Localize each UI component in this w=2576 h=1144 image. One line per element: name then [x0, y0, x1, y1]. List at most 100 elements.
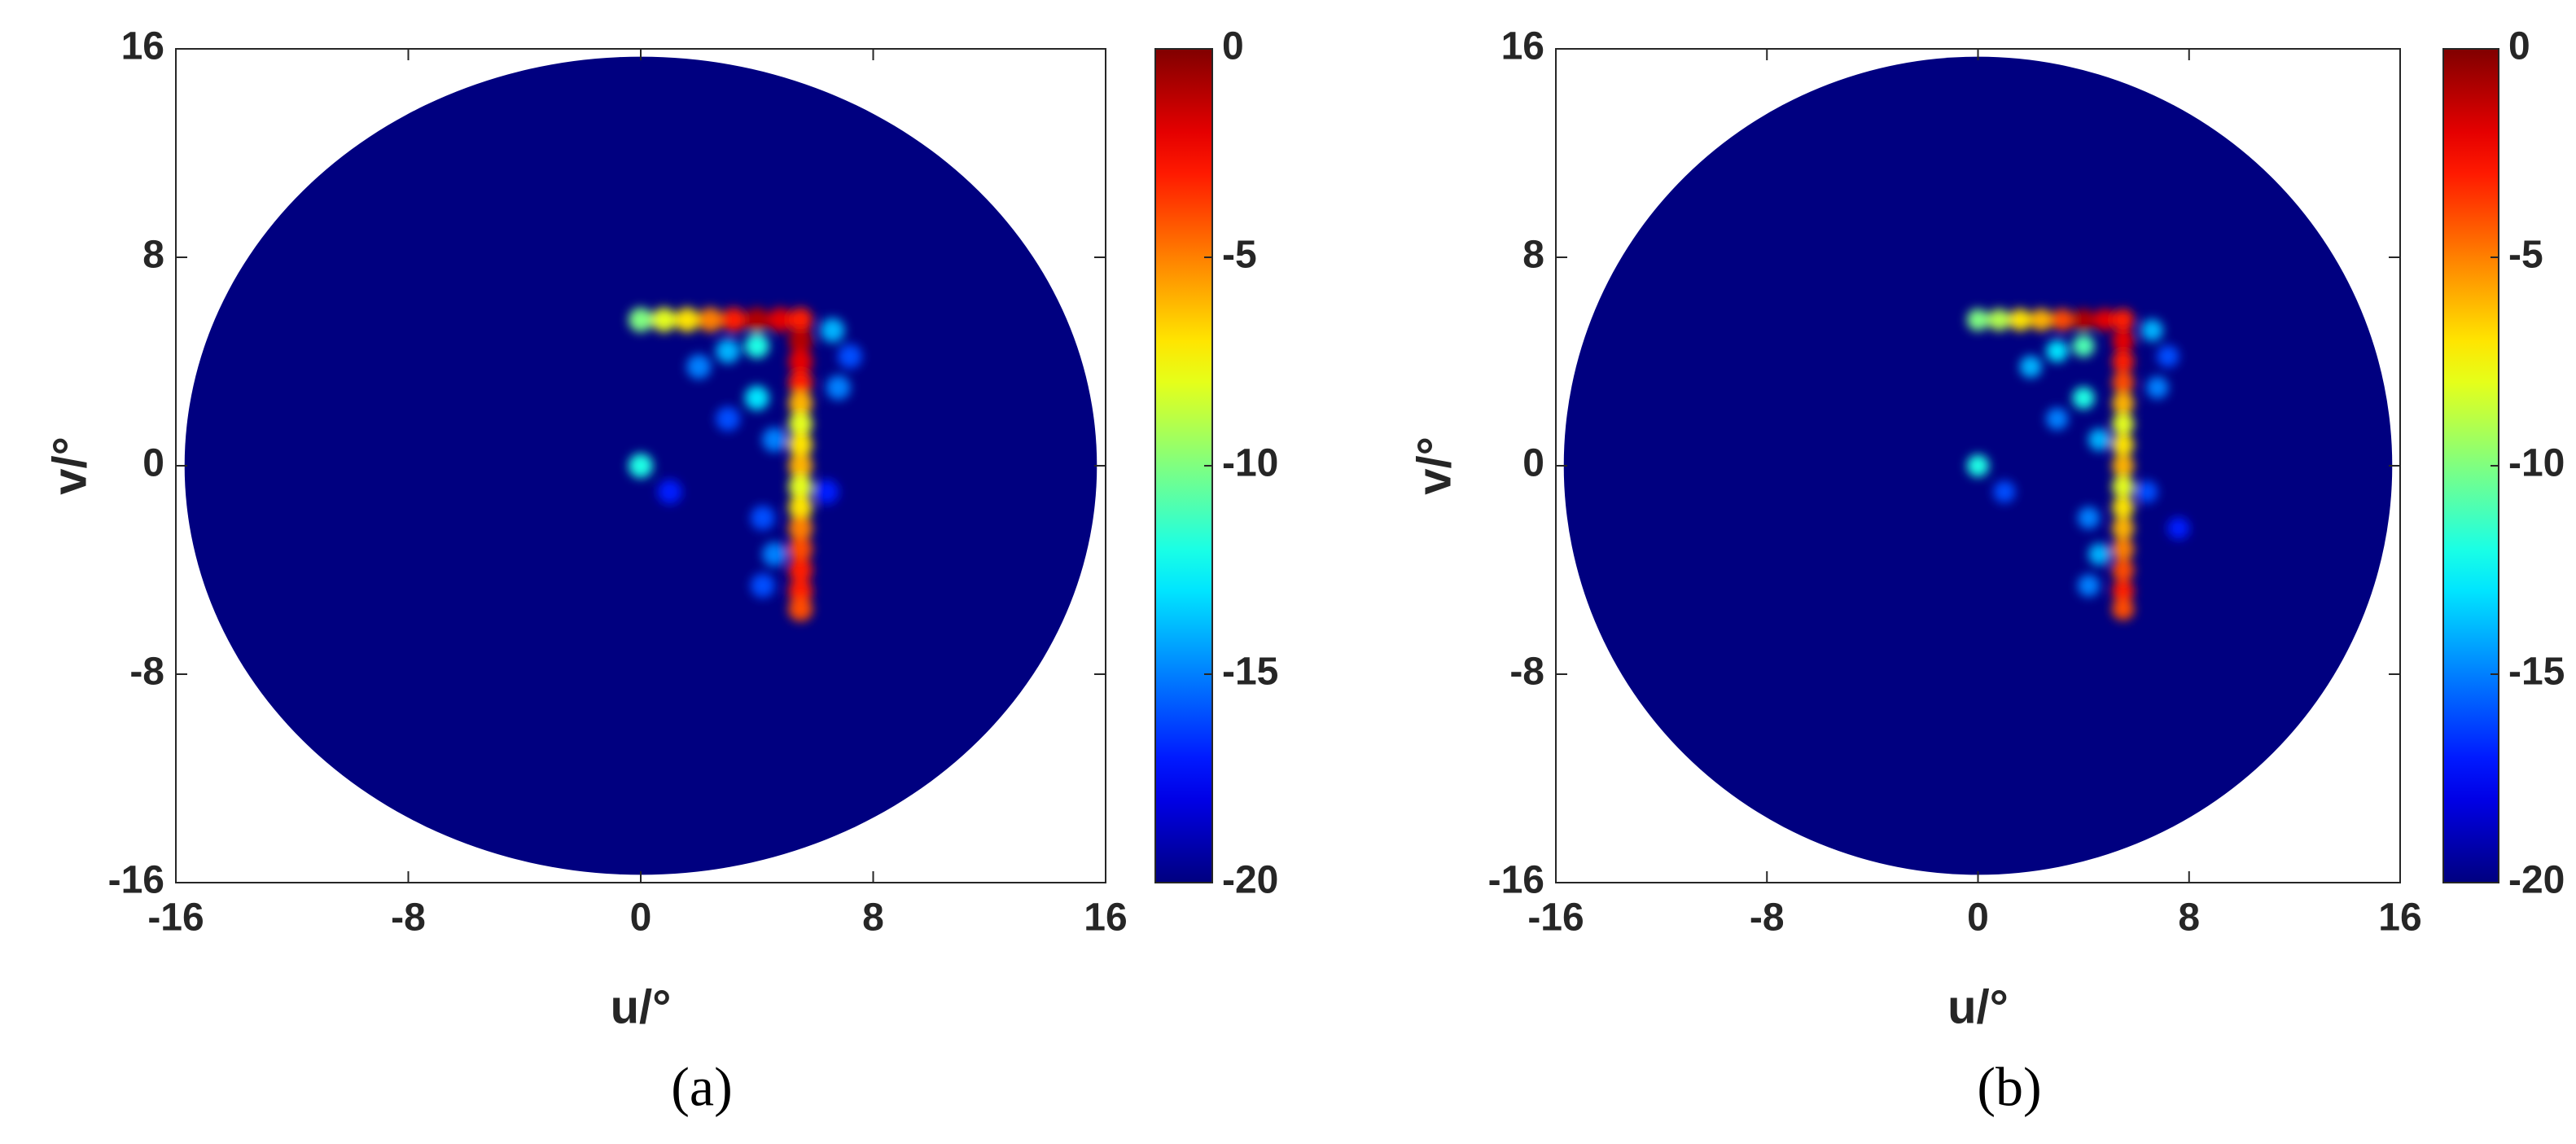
heat-cell [629, 307, 653, 332]
heat-cell [2072, 309, 2095, 331]
y-axis-label: v/° [1408, 436, 1461, 495]
colorbar-tick-label: 0 [2508, 25, 2530, 68]
colorbar-tick-label: -20 [1222, 859, 1278, 902]
heat-cell [2112, 517, 2135, 540]
caption: (a) [671, 1056, 732, 1118]
x-tick-label: -8 [391, 896, 426, 940]
heat-cell [744, 385, 769, 410]
heat-cell [762, 427, 787, 452]
heat-cell [744, 307, 769, 332]
x-tick-label: 0 [630, 896, 652, 940]
heat-cell [2030, 309, 2052, 331]
x-tick-label: -16 [147, 896, 204, 940]
heat-cell [788, 474, 813, 499]
x-tick-label: -8 [1750, 896, 1785, 940]
caption: (b) [1977, 1056, 2041, 1118]
heat-cell [2112, 309, 2135, 331]
y-axis-label: v/° [43, 436, 96, 495]
colorbar [1154, 48, 1213, 883]
heat-cell [2093, 309, 2116, 331]
y-tick-label: 0 [142, 442, 164, 485]
y-tick-label: -16 [1488, 859, 1544, 902]
x-tick-label: 0 [1967, 896, 1989, 940]
heat-cell [788, 349, 813, 374]
heat-cell [788, 515, 813, 541]
x-tick-label: 16 [2378, 896, 2421, 940]
colorbar-tick-label: -5 [1222, 234, 1257, 277]
heat-cell [2112, 433, 2135, 457]
heat-cell [2112, 537, 2135, 561]
y-tick-label: 16 [121, 25, 164, 68]
heat-cell [2112, 496, 2135, 519]
heat-cell [2077, 506, 2101, 529]
heat-cell [2088, 543, 2111, 566]
heat-cell [788, 537, 813, 562]
x-axis-label: u/° [1947, 980, 2009, 1033]
heat-cell [2112, 454, 2135, 477]
heat-cell [2112, 329, 2135, 353]
heat-cell [788, 391, 813, 416]
heat-cell [788, 411, 813, 436]
heat-cell [2112, 475, 2135, 498]
heat-cell [768, 307, 793, 332]
heat-cell [2046, 340, 2069, 362]
heat-cell [820, 318, 845, 343]
heat-cell [2157, 344, 2180, 368]
heat-cell [788, 328, 813, 353]
heat-cell [788, 578, 813, 603]
heat-cell [788, 495, 813, 520]
heat-cell [2112, 579, 2135, 603]
heat-cell [2112, 350, 2135, 373]
heat-cell [698, 307, 723, 332]
heat-cell [2088, 428, 2111, 451]
colorbar-tick-label: -20 [2508, 859, 2565, 902]
heat-cell [2072, 335, 2095, 357]
colorbar-tick-label: -5 [2508, 234, 2543, 277]
heat-cell [788, 597, 813, 621]
heat-cell [2112, 370, 2135, 394]
heat-cell [2009, 309, 2031, 331]
heat-cell [2112, 598, 2135, 620]
heat-cell [788, 370, 813, 395]
heat-cell [629, 454, 653, 478]
x-tick-label: 16 [1084, 896, 1127, 940]
heat-cell [750, 506, 775, 530]
heat-cell [657, 480, 682, 504]
heat-layer [629, 307, 862, 621]
colorbar-tick-label: -10 [2508, 442, 2565, 485]
heat-cell [788, 307, 813, 332]
heat-cell [788, 558, 813, 582]
heat-cell [686, 354, 712, 379]
heat-cell [2072, 387, 2095, 410]
heat-cell [1966, 309, 1990, 331]
heat-cell [837, 344, 862, 369]
heat-cell [2112, 392, 2135, 414]
heat-cell [2136, 480, 2158, 503]
heat-layer [1966, 309, 2190, 620]
y-tick-label: 0 [1522, 442, 1544, 485]
x-tick-label: 8 [862, 896, 884, 940]
heat-cell [814, 480, 839, 504]
heat-cell [1993, 480, 2016, 503]
panel: -16 -8 0 8 16 -16 -8 0 8 16 u/° v/° (b) -20 -15 -10 -5 0 [1408, 25, 2565, 1118]
heat-cell [1966, 454, 1990, 477]
y-tick-label: 8 [1522, 234, 1544, 277]
heat-cell [788, 454, 813, 478]
heat-cell [2140, 318, 2163, 342]
heat-cell [762, 541, 787, 567]
colorbar-tick-label: -10 [1222, 442, 1278, 485]
heat-cell [2077, 574, 2101, 597]
heat-cell [716, 406, 741, 432]
heat-cell [2019, 355, 2042, 379]
colorbar-tick-label: -15 [1222, 651, 1278, 694]
colorbar [2442, 48, 2499, 883]
heat-cell [2046, 407, 2069, 431]
y-tick-label: -8 [1509, 651, 1544, 694]
colorbar-tick-label: -15 [2508, 651, 2565, 694]
heat-cell [2112, 559, 2135, 581]
heat-cell [675, 307, 700, 332]
heat-cell [651, 307, 677, 332]
heat-cell [716, 339, 741, 364]
y-tick-label: 8 [142, 234, 164, 277]
